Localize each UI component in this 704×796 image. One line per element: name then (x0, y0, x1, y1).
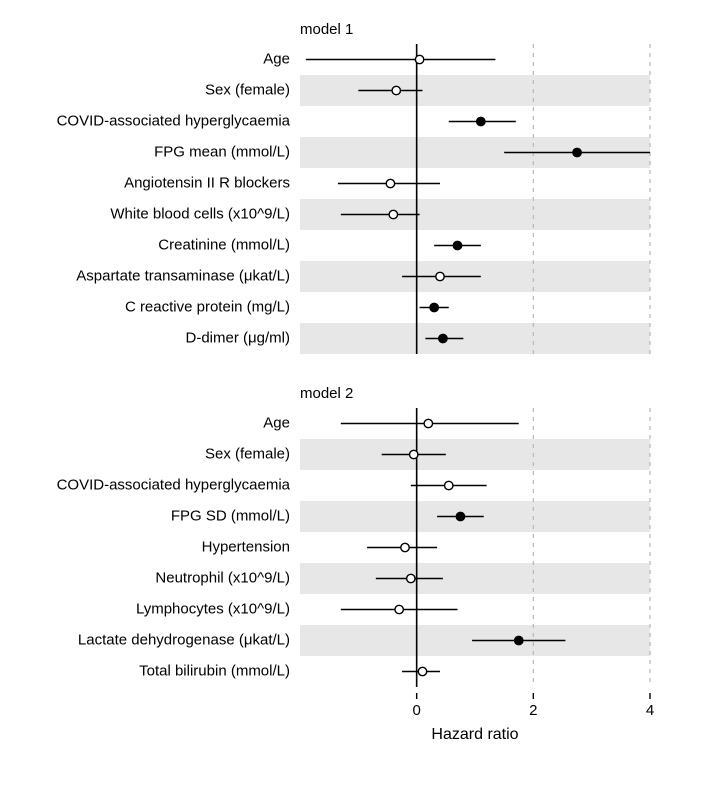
point-marker-filled (456, 512, 464, 520)
row-label: Lymphocytes (x10^9/L) (136, 600, 290, 617)
row-label: D-dimer (μg/ml) (186, 329, 290, 346)
row-label: Aspartate transaminase (μkat/L) (76, 267, 290, 284)
point-marker-open (418, 667, 426, 675)
row-label: C reactive protein (mg/L) (125, 298, 290, 315)
forest-plot: model 1 Age Sex (female) COVID-associated h… (0, 0, 704, 796)
point-marker-open (386, 179, 394, 187)
x-tick-label: 0 (412, 702, 420, 719)
point-marker-open (407, 574, 415, 582)
panel-title: model 1 (300, 21, 353, 38)
row-label: Angiotensin II R blockers (124, 174, 290, 191)
row-band (300, 323, 650, 354)
row-label: Age (263, 50, 290, 67)
row-label: Neutrophil (x10^9/L) (155, 569, 290, 586)
point-marker-open (424, 419, 432, 427)
row-band (300, 563, 650, 594)
row-label: FPG SD (mmol/L) (171, 507, 290, 524)
forest-plot-svg: model 1 Age Sex (female) COVID-associated h… (0, 0, 704, 796)
row-label: Sex (female) (205, 445, 290, 462)
row-band (300, 439, 650, 470)
point-marker-open (436, 272, 444, 280)
row-label: FPG mean (mmol/L) (154, 143, 290, 160)
row-label: COVID-associated hyperglycaemia (57, 112, 291, 129)
point-marker-open (410, 450, 418, 458)
point-marker-filled (453, 241, 461, 249)
point-marker-open (401, 543, 409, 551)
row-label: Total bilirubin (mmol/L) (139, 662, 290, 679)
row-label: COVID-associated hyperglycaemia (57, 476, 291, 493)
x-tick-label: 2 (529, 702, 537, 719)
point-marker-open (445, 481, 453, 489)
row-label: Sex (female) (205, 81, 290, 98)
point-marker-filled (439, 334, 447, 342)
point-marker-filled (515, 636, 523, 644)
row-label: Hypertension (202, 538, 290, 555)
point-marker-filled (477, 117, 485, 125)
row-label: Creatinine (mmol/L) (158, 236, 290, 253)
row-label: Age (263, 414, 290, 431)
row-label: White blood cells (x10^9/L) (110, 205, 290, 222)
panel-title: model 2 (300, 385, 353, 402)
x-axis-label: Hazard ratio (431, 726, 518, 743)
point-marker-open (395, 605, 403, 613)
row-band (300, 75, 650, 106)
point-marker-filled (573, 148, 581, 156)
point-marker-filled (430, 303, 438, 311)
point-marker-open (389, 210, 397, 218)
point-marker-open (392, 86, 400, 94)
point-marker-open (415, 55, 423, 63)
row-label: Lactate dehydrogenase (μkat/L) (78, 631, 290, 648)
x-tick-label: 4 (646, 702, 654, 719)
